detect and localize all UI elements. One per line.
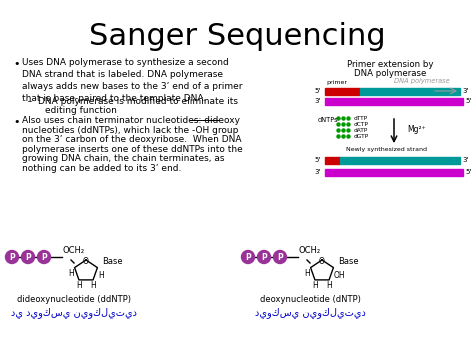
- Text: OCH₂: OCH₂: [299, 246, 321, 255]
- Text: H: H: [304, 268, 310, 278]
- Circle shape: [273, 251, 286, 263]
- Bar: [325, 169, 463, 176]
- Text: Base: Base: [102, 257, 123, 267]
- Text: dTTP: dTTP: [354, 115, 368, 120]
- Text: O: O: [319, 257, 325, 267]
- Text: dideoxynucleotide (ddNTP): dideoxynucleotide (ddNTP): [17, 295, 131, 304]
- Bar: [325, 88, 360, 95]
- Text: dCTP: dCTP: [354, 121, 369, 126]
- Text: dATP: dATP: [354, 127, 368, 132]
- Text: dGTP: dGTP: [354, 133, 369, 138]
- Text: H: H: [68, 268, 74, 278]
- Bar: [325, 98, 463, 105]
- Text: P: P: [245, 252, 251, 262]
- Text: polymerase inserts one of these ddNTPs into the: polymerase inserts one of these ddNTPs i…: [22, 145, 243, 154]
- Text: –  DNA polymerase is modified to eliminate its: – DNA polymerase is modified to eliminat…: [22, 97, 238, 106]
- Text: H: H: [76, 282, 82, 290]
- Text: on the 3’ carbon of the deoxyribose.  When DNA: on the 3’ carbon of the deoxyribose. Whe…: [22, 135, 241, 144]
- Text: Also uses chain terminator nucleotides: dideoxy: Also uses chain terminator nucleotides: …: [22, 116, 240, 125]
- Text: DNA polymerase: DNA polymerase: [394, 78, 450, 84]
- Text: P: P: [277, 252, 283, 262]
- Text: OCH₂: OCH₂: [63, 246, 85, 255]
- Text: Newly synthesized strand: Newly synthesized strand: [346, 147, 428, 152]
- Text: 5': 5': [465, 169, 471, 175]
- Text: H: H: [326, 282, 332, 290]
- Text: nucleotides (ddNTPs), which lack the -OH group: nucleotides (ddNTPs), which lack the -OH…: [22, 126, 238, 135]
- Text: Base: Base: [338, 257, 359, 267]
- Circle shape: [37, 251, 51, 263]
- Text: •: •: [13, 117, 19, 127]
- Text: 3': 3': [314, 98, 320, 104]
- Text: Uses DNA polymerase to synthesize a second
DNA strand that is labeled. DNA polym: Uses DNA polymerase to synthesize a seco…: [22, 58, 243, 103]
- Text: P: P: [9, 252, 15, 262]
- Text: Sanger Sequencing: Sanger Sequencing: [89, 22, 385, 51]
- Text: primer: primer: [326, 80, 347, 85]
- Bar: [325, 157, 340, 164]
- Circle shape: [6, 251, 18, 263]
- Text: 3': 3': [462, 88, 468, 94]
- Text: P: P: [41, 252, 47, 262]
- Text: OH: OH: [333, 271, 345, 279]
- Text: 5': 5': [465, 98, 471, 104]
- Text: 3': 3': [462, 157, 468, 163]
- Text: nothing can be added to its 3’ end.: nothing can be added to its 3’ end.: [22, 164, 182, 173]
- Text: 3': 3': [314, 169, 320, 175]
- Text: P: P: [261, 252, 267, 262]
- Text: ديوكسي نيوكليتيد: ديوكسي نيوكليتيد: [255, 307, 365, 318]
- Text: H: H: [312, 282, 318, 290]
- Text: growing DNA chain, the chain terminates, as: growing DNA chain, the chain terminates,…: [22, 154, 225, 163]
- Text: دي ديوكسي نيوكليتيد: دي ديوكسي نيوكليتيد: [11, 307, 137, 318]
- Text: dNTPs: dNTPs: [318, 117, 338, 123]
- Text: editing function: editing function: [22, 106, 117, 115]
- Text: H: H: [90, 282, 96, 290]
- Circle shape: [257, 251, 271, 263]
- Text: deoxynucleotide (dNTP): deoxynucleotide (dNTP): [260, 295, 360, 304]
- Text: •: •: [13, 59, 19, 69]
- Text: H: H: [98, 271, 104, 279]
- Text: Primer extension by: Primer extension by: [347, 60, 433, 69]
- Bar: [360, 88, 460, 95]
- Text: Mg²⁺: Mg²⁺: [408, 126, 427, 135]
- Text: DNA polymerase: DNA polymerase: [354, 69, 426, 78]
- Bar: [340, 157, 460, 164]
- Circle shape: [241, 251, 255, 263]
- Circle shape: [21, 251, 35, 263]
- Text: P: P: [25, 252, 31, 262]
- Text: 5': 5': [314, 88, 320, 94]
- Text: 5': 5': [314, 157, 320, 163]
- Text: O: O: [83, 257, 89, 267]
